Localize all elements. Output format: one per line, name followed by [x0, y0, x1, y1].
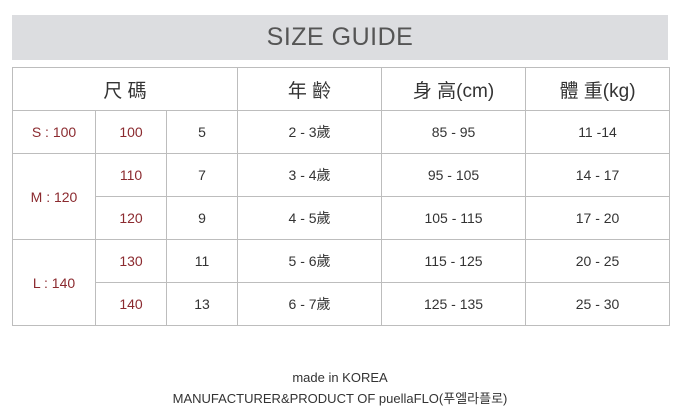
table-row: M : 120 110 7 3 - 4歲 95 - 105 14 - 17: [12, 153, 671, 240]
number-cell: 11: [165, 239, 239, 283]
height-cell: 115 - 125: [381, 239, 527, 283]
number-cell: 5: [165, 110, 239, 154]
footer-manufacturer: MANUFACTURER&PRODUCT OF puellaFLO(푸엘라플로): [172, 391, 508, 406]
height-cell: 105 - 115: [381, 196, 527, 240]
size-group-label: S : 100: [12, 110, 96, 154]
header-row: 尺 碼 年 齡 身 高(cm) 體 重(kg): [11, 67, 671, 111]
footer-origin: made in KOREA: [292, 370, 388, 385]
size-cell: 140: [95, 282, 167, 326]
weight-cell: 17 - 20: [525, 196, 671, 240]
table-row: S : 100 100 5 2 - 3歲 85 - 95 11 -14: [12, 110, 671, 154]
age-cell: 4 - 5歲: [237, 196, 383, 240]
age-cell: 5 - 6歲: [237, 239, 383, 283]
header-age: 年 齡: [237, 67, 383, 111]
age-cell: 6 - 7歲: [237, 282, 383, 326]
table-row: 140 13 6 - 7歲 125 - 135 25 - 30: [13, 282, 671, 326]
height-cell: 85 - 95: [381, 110, 527, 154]
page-title: SIZE GUIDE: [266, 23, 414, 51]
size-cell: 110: [95, 153, 167, 197]
size-table: 尺 碼 年 齡 身 高(cm) 體 重(kg) S : 100 100 5 2 …: [11, 67, 671, 326]
number-cell: 9: [165, 196, 239, 240]
number-cell: 7: [165, 153, 239, 197]
table-row: L : 140 130 11 5 - 6歲 115 - 125 20 - 25: [12, 239, 671, 326]
header-size: 尺 碼: [11, 67, 239, 111]
height-cell: 125 - 135: [381, 282, 527, 326]
height-cell: 95 - 105: [381, 153, 527, 197]
header-height: 身 高(cm): [381, 67, 527, 111]
table-row: 120 9 4 - 5歲 105 - 115 17 - 20: [13, 196, 671, 240]
number-cell: 13: [165, 282, 239, 326]
size-cell: 100: [95, 110, 167, 154]
header-weight: 體 重(kg): [525, 67, 671, 111]
weight-cell: 14 - 17: [525, 153, 671, 197]
size-cell: 130: [95, 239, 167, 283]
weight-cell: 11 -14: [525, 110, 671, 154]
weight-cell: 25 - 30: [525, 282, 671, 326]
size-group-label: M : 120: [12, 153, 96, 240]
size-cell: 120: [95, 196, 167, 240]
weight-cell: 20 - 25: [525, 239, 671, 283]
age-cell: 2 - 3歲: [237, 110, 383, 154]
size-group-label: L : 140: [12, 239, 96, 326]
age-cell: 3 - 4歲: [237, 153, 383, 197]
title-bar: SIZE GUIDE: [12, 15, 668, 60]
